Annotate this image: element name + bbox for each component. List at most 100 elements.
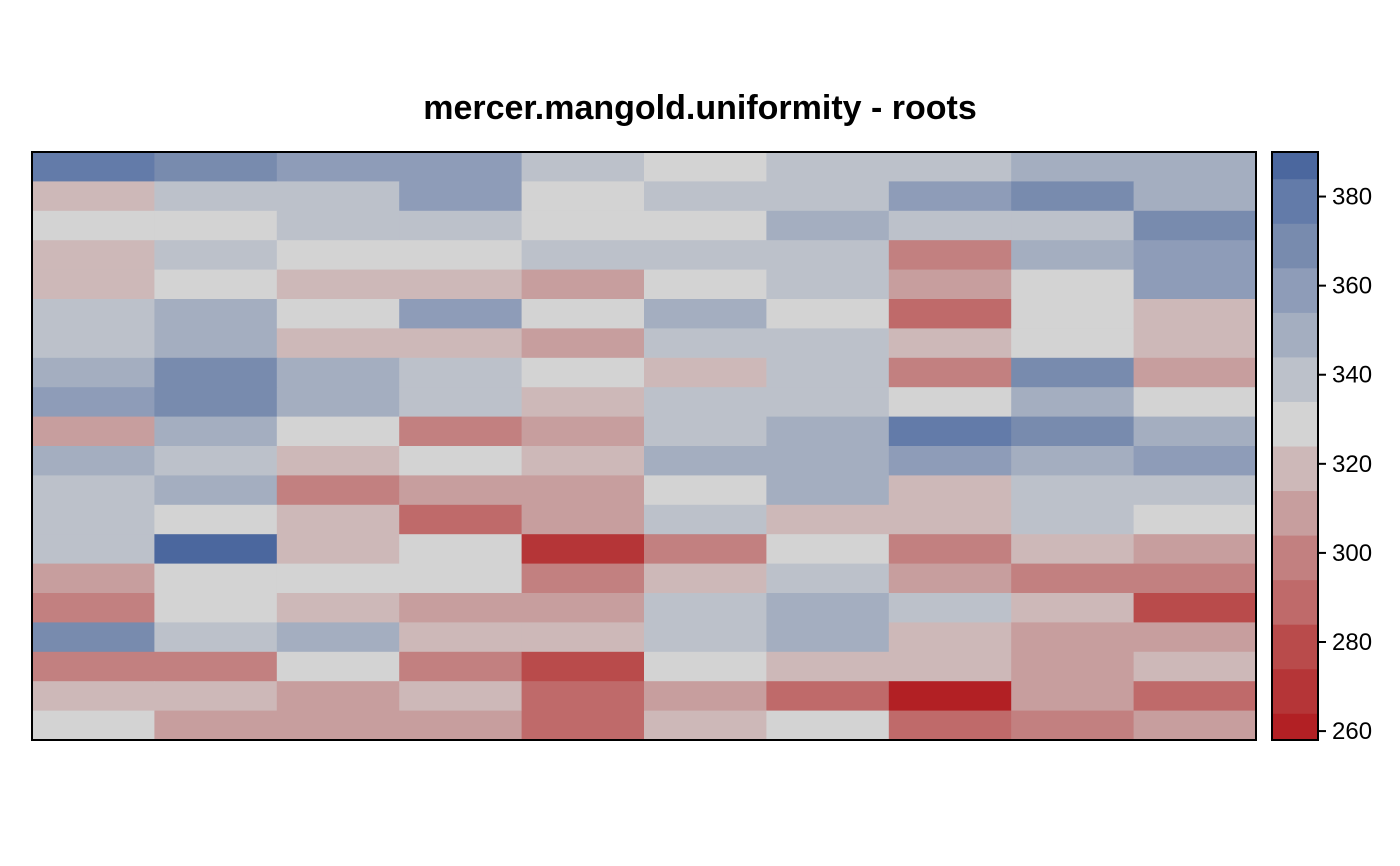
heatmap-cell — [32, 681, 155, 712]
heatmap-cell — [1011, 269, 1135, 300]
heatmap-cell — [644, 534, 767, 565]
heatmap-cell — [644, 681, 767, 712]
heatmap-cell — [154, 681, 278, 712]
heatmap-cell — [521, 181, 645, 212]
heatmap-cell — [766, 387, 890, 418]
heatmap-cell — [276, 710, 400, 741]
heatmap-cell — [644, 181, 767, 212]
heatmap-cell — [644, 475, 767, 506]
heatmap-cell — [766, 328, 890, 359]
heatmap-cell — [1133, 504, 1257, 535]
heatmap-cell — [399, 446, 523, 476]
heatmap-cell — [644, 357, 767, 388]
heatmap-cell — [154, 240, 278, 271]
heatmap-cell — [154, 446, 278, 476]
colorbar-tick-label: 360 — [1332, 273, 1372, 300]
colorbar-segment — [1272, 490, 1318, 536]
heatmap-cell — [1133, 387, 1257, 418]
heatmap-cell — [276, 152, 400, 182]
heatmap-cell — [1011, 210, 1135, 241]
heatmap-cell — [766, 475, 890, 506]
heatmap-cell — [888, 593, 1012, 623]
heatmap-cell — [399, 681, 523, 712]
heatmap-cell — [276, 504, 400, 535]
heatmap-cell — [888, 504, 1012, 535]
heatmap-cell — [521, 651, 645, 682]
heatmap-cell — [644, 593, 767, 623]
colorbar-segment — [1272, 579, 1318, 625]
heatmap-cell — [399, 210, 523, 241]
heatmap-cell — [521, 475, 645, 506]
heatmap-cell — [399, 710, 523, 741]
heatmap-cell — [32, 152, 155, 182]
heatmap-cell — [766, 504, 890, 535]
colorbar-tick-label: 380 — [1332, 184, 1372, 211]
heatmap-cell — [766, 651, 890, 682]
heatmap-cell — [154, 504, 278, 535]
heatmap-cell — [399, 299, 523, 329]
heatmap-cell — [32, 181, 155, 212]
heatmap-cell — [399, 328, 523, 359]
colorbar-segment — [1272, 178, 1318, 224]
heatmap-cell — [32, 622, 155, 653]
heatmap-cell — [644, 240, 767, 271]
heatmap-cell — [154, 387, 278, 418]
heatmap-cell — [521, 446, 645, 476]
heatmap-cell — [154, 328, 278, 359]
heatmap-cell — [521, 504, 645, 535]
heatmap-cell — [644, 416, 767, 447]
colorbar-segment — [1272, 152, 1318, 180]
heatmap-cell — [888, 622, 1012, 653]
heatmap-cell — [521, 593, 645, 623]
heatmap-cell — [154, 152, 278, 182]
heatmap-cell — [1133, 593, 1257, 623]
heatmap-cell — [644, 504, 767, 535]
heatmap-cell — [154, 181, 278, 212]
heatmap-cell — [154, 593, 278, 623]
heatmap-cell — [1133, 681, 1257, 712]
heatmap-cell — [276, 328, 400, 359]
heatmap-cell — [154, 622, 278, 653]
heatmap-cell — [399, 593, 523, 623]
heatmap-cell — [1011, 299, 1135, 329]
heatmap-cell — [766, 563, 890, 594]
heatmap-cell — [276, 593, 400, 623]
heatmap-cell — [32, 240, 155, 271]
heatmap-cell — [766, 299, 890, 329]
heatmap-cell — [644, 622, 767, 653]
heatmap-cell — [1133, 181, 1257, 212]
heatmap-cell — [888, 681, 1012, 712]
heatmap-cell — [154, 299, 278, 329]
colorbar-segment — [1272, 356, 1318, 402]
heatmap-cell — [32, 299, 155, 329]
heatmap-cell — [888, 416, 1012, 447]
heatmap-cell — [644, 387, 767, 418]
heatmap-cell — [644, 563, 767, 594]
chart-title: mercer.mangold.uniformity - roots — [423, 89, 977, 127]
heatmap-cell — [1133, 269, 1257, 300]
heatmap-cell — [154, 710, 278, 741]
heatmap-cell — [521, 210, 645, 241]
heatmap-cell — [644, 651, 767, 682]
colorbar-tick-label: 260 — [1332, 718, 1372, 745]
heatmap-cell — [32, 593, 155, 623]
heatmap-cell — [32, 651, 155, 682]
heatmap-cell — [766, 593, 890, 623]
heatmap-cell — [154, 651, 278, 682]
colorbar-segment — [1272, 312, 1318, 358]
heatmap-cell — [644, 328, 767, 359]
heatmap-cell — [766, 181, 890, 212]
heatmap-cell — [32, 710, 155, 741]
heatmap-cell — [1011, 622, 1135, 653]
heatmap-cell — [154, 416, 278, 447]
heatmap-cell — [154, 534, 278, 565]
heatmap-cell — [399, 534, 523, 565]
heatmap-cell — [399, 622, 523, 653]
heatmap-cell — [399, 269, 523, 300]
heatmap-cell — [1133, 240, 1257, 271]
colorbar-tick-label: 280 — [1332, 629, 1372, 656]
heatmap-cell — [32, 269, 155, 300]
heatmap-cell — [521, 240, 645, 271]
heatmap-cell — [1011, 651, 1135, 682]
heatmap-cell — [1011, 181, 1135, 212]
